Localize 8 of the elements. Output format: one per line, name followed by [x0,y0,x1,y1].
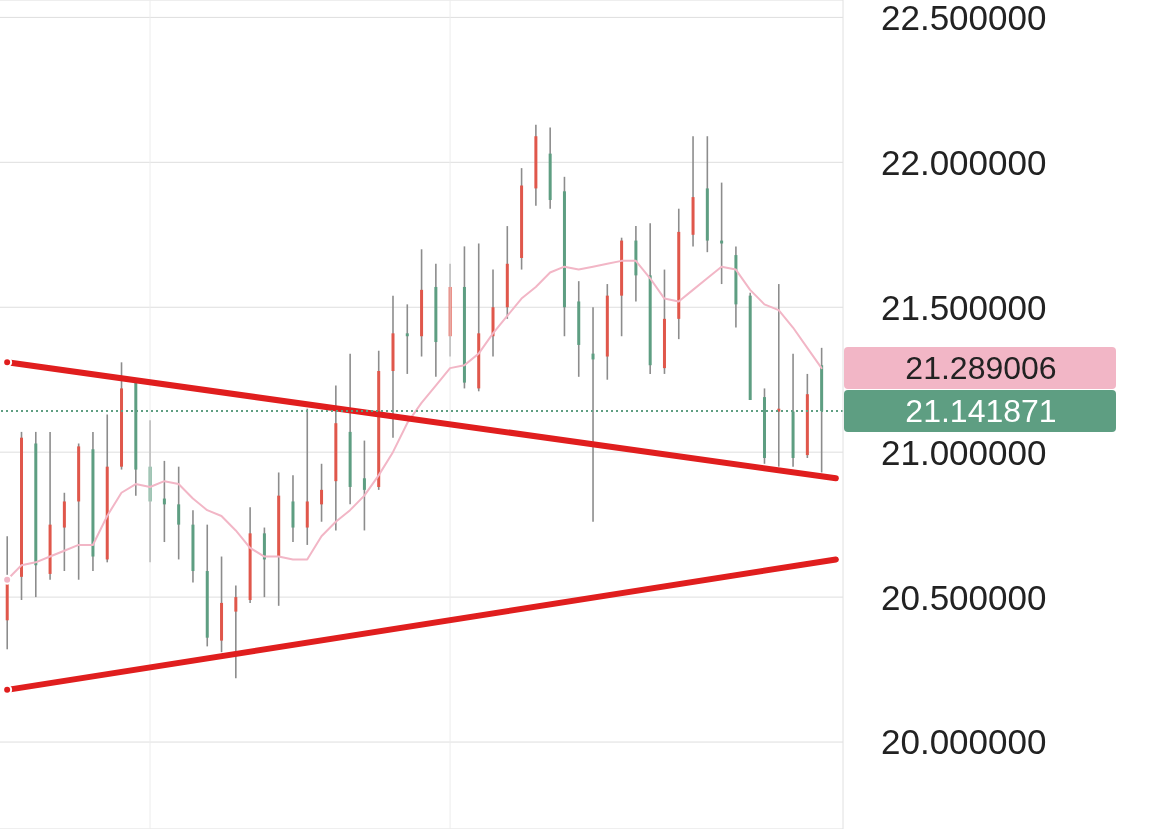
y-tick-label: 21.500000 [881,287,1047,327]
ref-line-label: 21.141871 [905,393,1057,430]
y-tick-label: 22.000000 [881,142,1047,182]
y-tick-label: 20.500000 [881,577,1047,617]
y-tick-label: 20.000000 [881,722,1047,762]
text: 21.289006 [905,350,1057,387]
y-tick-label: 21.000000 [881,432,1047,472]
y-tick-label: 22.500000 [881,0,1047,37]
